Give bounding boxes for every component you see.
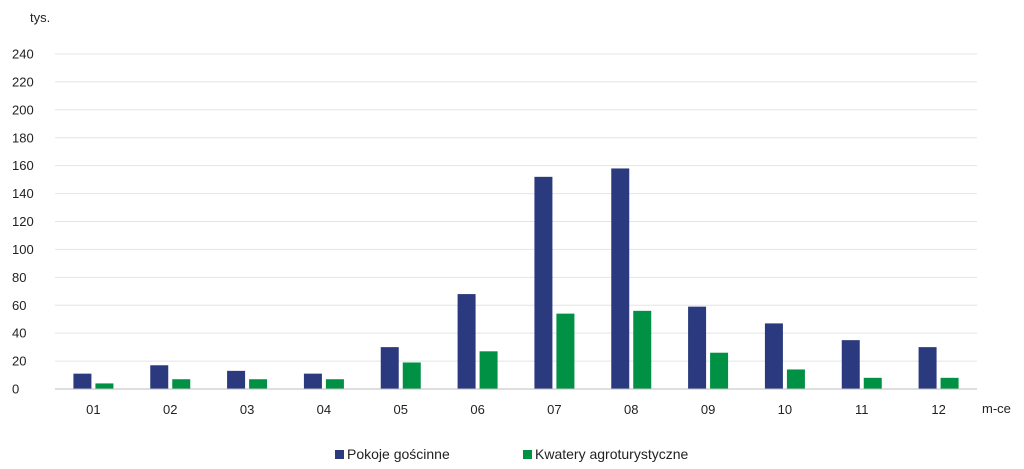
x-tick-label: 10: [778, 402, 792, 417]
bar-pokoje-08: [611, 168, 630, 389]
bar-kwatery-02: [172, 379, 191, 389]
bar-pokoje-11: [841, 340, 860, 389]
bar-pokoje-07: [534, 176, 553, 389]
legend-swatch: [523, 450, 532, 459]
x-tick-label: 07: [547, 402, 561, 417]
bar-pokoje-02: [150, 365, 169, 389]
y-tick-label: 240: [12, 47, 34, 62]
x-tick-label: 05: [394, 402, 408, 417]
legend-label: Kwatery agroturystyczne: [535, 446, 688, 462]
y-tick-label: 120: [12, 214, 34, 229]
x-tick-label: 03: [240, 402, 254, 417]
bar-pokoje-10: [764, 323, 783, 389]
bar-kwatery-05: [402, 362, 421, 389]
y-tick-label: 40: [12, 326, 26, 341]
bar-kwatery-03: [249, 379, 268, 389]
bar-kwatery-08: [633, 310, 652, 389]
y-tick-label: 140: [12, 186, 34, 201]
bar-kwatery-12: [940, 377, 959, 389]
bar-kwatery-07: [556, 313, 575, 389]
bar-kwatery-06: [479, 351, 498, 389]
y-tick-label: 0: [12, 382, 19, 397]
bar-pokoje-01: [73, 373, 92, 389]
y-axis-unit: tys.: [30, 10, 50, 25]
x-tick-label: 12: [931, 402, 945, 417]
x-axis-unit: m-ce: [982, 401, 1011, 416]
x-tick-label: 08: [624, 402, 638, 417]
legend-swatch: [335, 450, 344, 459]
y-tick-label: 200: [12, 102, 34, 117]
bar-pokoje-05: [380, 347, 399, 389]
bar-pokoje-06: [457, 294, 476, 389]
x-tick-label: 01: [86, 402, 100, 417]
x-tick-label: 02: [163, 402, 177, 417]
x-tick-label: 11: [855, 402, 869, 417]
bar-pokoje-09: [688, 306, 707, 389]
y-tick-label: 180: [12, 130, 34, 145]
bar-kwatery-04: [325, 379, 344, 389]
x-tick-label: 06: [470, 402, 484, 417]
bars: [73, 168, 959, 389]
bar-kwatery-09: [710, 352, 729, 389]
y-axis-ticks: 0 20 40 60 80 100 120 140 160 180 200 220 240: [12, 47, 34, 397]
grid-lines: [55, 53, 977, 362]
y-tick-label: 160: [12, 158, 34, 173]
bar-kwatery-10: [786, 369, 805, 389]
bar-kwatery-11: [863, 377, 882, 389]
bar-pokoje-03: [227, 370, 246, 389]
bar-pokoje-12: [918, 347, 937, 389]
legend-label: Pokoje gościnne: [347, 446, 450, 462]
x-tick-label: 09: [701, 402, 715, 417]
legend: Pokoje gościnne Kwatery agroturystyczne: [335, 446, 688, 462]
y-tick-label: 100: [12, 242, 34, 257]
y-tick-label: 60: [12, 298, 26, 313]
x-tick-label: 04: [317, 402, 331, 417]
y-tick-label: 20: [12, 354, 26, 369]
bar-kwatery-01: [95, 383, 114, 389]
x-axis-ticks: 01 02 03 04 05 06 07 08 09 10 11 12: [86, 402, 946, 417]
y-tick-label: 80: [12, 270, 26, 285]
y-tick-label: 220: [12, 74, 34, 89]
bar-pokoje-04: [303, 373, 322, 389]
